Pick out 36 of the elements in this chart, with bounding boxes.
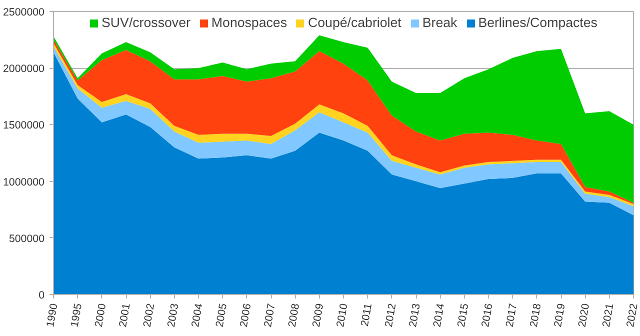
x-tick-label: 2008 (286, 302, 302, 328)
x-tick-label: 2009 (310, 302, 326, 328)
y-tick-label: 0 (38, 290, 45, 302)
x-tick-label: 2011 (358, 302, 375, 328)
x-tick-label: 2013 (407, 302, 423, 328)
legend-label: Break (422, 15, 458, 30)
x-tick-label: 2015 (455, 302, 472, 328)
x-tick-label: 2007 (262, 302, 278, 328)
x-tick-label: 2010 (334, 302, 350, 328)
x-tick-label: 2020 (576, 302, 592, 328)
x-tick-label: 2006 (238, 302, 254, 328)
x-tick-label: 1990 (44, 302, 60, 328)
x-tick-label: 2005 (214, 302, 230, 328)
x-tick-label: 2012 (382, 302, 399, 328)
y-tick-label: 500000 (8, 232, 45, 245)
x-tick-label: 2016 (480, 302, 496, 328)
legend-label: Berlines/Compactes (478, 15, 598, 30)
x-tick-label: 2018 (528, 302, 544, 328)
x-tick-label: 1995 (68, 302, 85, 328)
y-tick-label: 1000000 (3, 176, 45, 188)
x-tick-label: 2017 (504, 302, 520, 328)
x-tick-label: 2021 (600, 302, 616, 328)
y-tick-label: 2000000 (3, 63, 45, 76)
x-tick-label: 2004 (190, 302, 206, 328)
y-tick-label: 2500000 (3, 6, 45, 18)
x-tick-label: 2002 (141, 302, 158, 328)
x-tick-label: 2014 (431, 302, 448, 328)
x-tick-label: 2003 (165, 302, 182, 328)
legend-label: Monospaces (211, 15, 288, 30)
legend-label: SUV/crossover (102, 15, 190, 30)
x-tick-label: 2022 (624, 302, 640, 328)
x-tick-label: 2001 (117, 302, 133, 328)
legend-label: Coupé/cabriolet (308, 15, 402, 30)
y-tick-label: 1500000 (3, 120, 45, 132)
x-tick-label: 2019 (552, 302, 568, 328)
x-tick-label: 2000 (92, 302, 109, 328)
